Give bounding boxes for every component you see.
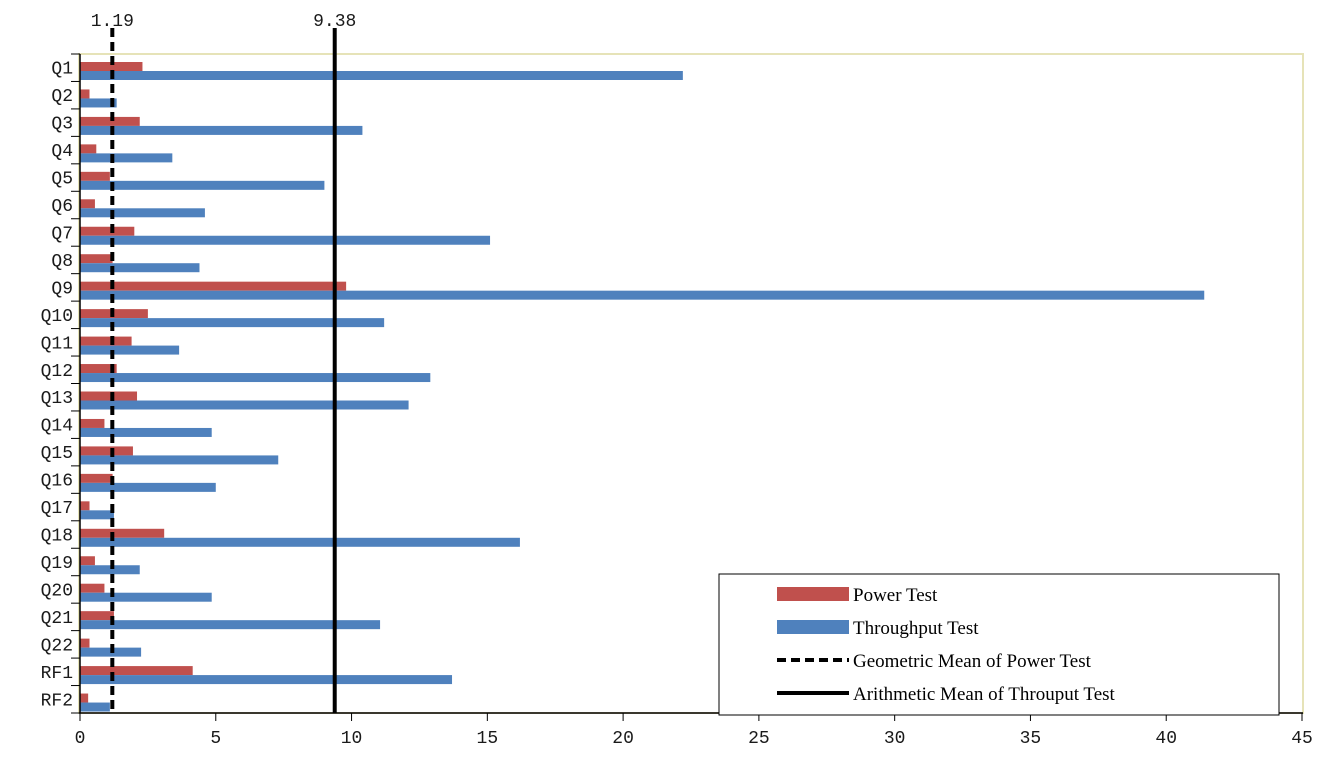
bar-power-test-q22 <box>80 638 90 648</box>
bar-power-test-q9 <box>80 281 347 291</box>
legend-label-throughput-test: Throughput Test <box>853 618 979 639</box>
bar-throughput-test-q16 <box>80 482 216 492</box>
x-tick-label: 25 <box>748 729 770 749</box>
y-tick-label: Q16 <box>41 472 73 492</box>
x-tick-label: 30 <box>884 729 906 749</box>
bar-power-test-q13 <box>80 391 138 401</box>
y-tick-label: Q19 <box>41 554 73 574</box>
bar-throughput-test-q7 <box>80 235 491 245</box>
x-tick-label: 15 <box>477 729 499 749</box>
x-tick-label: 0 <box>75 729 86 749</box>
y-tick-label: Q18 <box>41 527 73 547</box>
bar-power-test-q11 <box>80 336 132 346</box>
bar-throughput-test-q12 <box>80 373 431 383</box>
bar-power-test-q19 <box>80 556 95 566</box>
y-tick-label: Q10 <box>41 307 73 327</box>
y-tick-label: Q22 <box>41 636 73 656</box>
reference-lines-layer: 1.19 9.38 <box>91 12 356 713</box>
legend-swatch-power-test <box>777 587 849 601</box>
y-tick-label: Q11 <box>41 334 73 354</box>
y-tick-label: Q2 <box>51 87 73 107</box>
y-tick-label: Q12 <box>41 362 73 382</box>
bar-power-test-q17 <box>80 501 90 511</box>
bar-throughput-test-q20 <box>80 592 212 602</box>
bar-power-test-q7 <box>80 226 135 236</box>
legend-swatch-throughput-test <box>777 620 849 634</box>
y-tick-label: Q5 <box>51 170 73 190</box>
geometric-mean-label: 1.19 <box>91 12 134 32</box>
x-tick-label: 35 <box>1020 729 1042 749</box>
bar-throughput-test-q1 <box>80 71 683 80</box>
bar-power-test-q4 <box>80 144 97 154</box>
bar-throughput-test-q15 <box>80 455 279 465</box>
bar-throughput-test-q8 <box>80 263 200 273</box>
y-tick-label: Q20 <box>41 581 73 601</box>
arithmetic-mean-label: 9.38 <box>313 12 356 32</box>
y-tick-label: Q8 <box>51 252 73 272</box>
bar-throughput-test-rf1 <box>80 675 453 685</box>
bar-throughput-test-q5 <box>80 180 325 190</box>
bar-power-test-rf2 <box>80 693 89 703</box>
bar-power-test-q12 <box>80 364 117 374</box>
bar-power-test-q3 <box>80 116 140 126</box>
bar-throughput-test-q4 <box>80 153 173 163</box>
bar-power-test-q8 <box>80 254 113 264</box>
bar-throughput-test-q9 <box>80 290 1205 300</box>
y-tick-label: Q4 <box>51 142 73 162</box>
y-tick-label: RF2 <box>41 691 73 711</box>
y-tick-label: RF1 <box>41 664 73 684</box>
legend-label-power-test: Power Test <box>853 585 938 606</box>
bar-throughput-test-q2 <box>80 98 117 108</box>
legend: Power Test Throughput Test Geometric Mean … <box>718 573 1280 716</box>
bar-throughput-test-q10 <box>80 318 385 328</box>
y-tick-label: Q21 <box>41 609 73 629</box>
x-tick-label: 10 <box>341 729 363 749</box>
bar-throughput-test-q14 <box>80 427 212 437</box>
bar-power-test-q16 <box>80 473 113 483</box>
bar-power-test-q2 <box>80 89 90 99</box>
bar-throughput-test-q11 <box>80 345 180 355</box>
y-tick-label: Q14 <box>41 417 73 437</box>
bar-throughput-test-q17 <box>80 510 114 520</box>
y-tick-label: Q15 <box>41 444 73 464</box>
bar-power-test-q21 <box>80 611 114 621</box>
x-tick-label: 45 <box>1291 729 1313 749</box>
bar-throughput-test-q6 <box>80 208 205 218</box>
x-tick-label: 20 <box>612 729 634 749</box>
bar-throughput-test-q21 <box>80 620 381 630</box>
bar-power-test-q20 <box>80 583 105 593</box>
bar-power-test-q6 <box>80 199 95 209</box>
legend-label-geometric-mean-of-power-test: Geometric Mean of Power Test <box>853 651 1092 672</box>
y-tick-label: Q3 <box>51 115 73 135</box>
bars-layer <box>80 62 1205 712</box>
bar-power-test-q15 <box>80 446 133 456</box>
x-tick-label: 5 <box>210 729 221 749</box>
bar-power-test-q5 <box>80 171 110 181</box>
bar-power-test-rf1 <box>80 666 193 676</box>
y-tick-label: Q1 <box>51 60 73 80</box>
bar-power-test-q1 <box>80 62 143 71</box>
bar-power-test-q18 <box>80 528 165 538</box>
bar-throughput-test-q18 <box>80 537 520 547</box>
legend-label-arithmetic-mean-of-throuput-test: Arithmetic Mean of Throuput Test <box>853 684 1116 705</box>
x-tick-label: 40 <box>1155 729 1177 749</box>
y-tick-label: Q6 <box>51 197 73 217</box>
bar-throughput-test-q19 <box>80 565 140 575</box>
bar-throughput-test-rf2 <box>80 702 110 712</box>
bar-power-test-q14 <box>80 418 105 428</box>
y-tick-label: Q9 <box>51 279 73 299</box>
y-tick-label: Q17 <box>41 499 73 519</box>
bar-throughput-test-q13 <box>80 400 409 410</box>
y-tick-label: Q13 <box>41 389 73 409</box>
y-tick-label: Q7 <box>51 224 73 244</box>
bar-throughput-test-q3 <box>80 125 363 135</box>
